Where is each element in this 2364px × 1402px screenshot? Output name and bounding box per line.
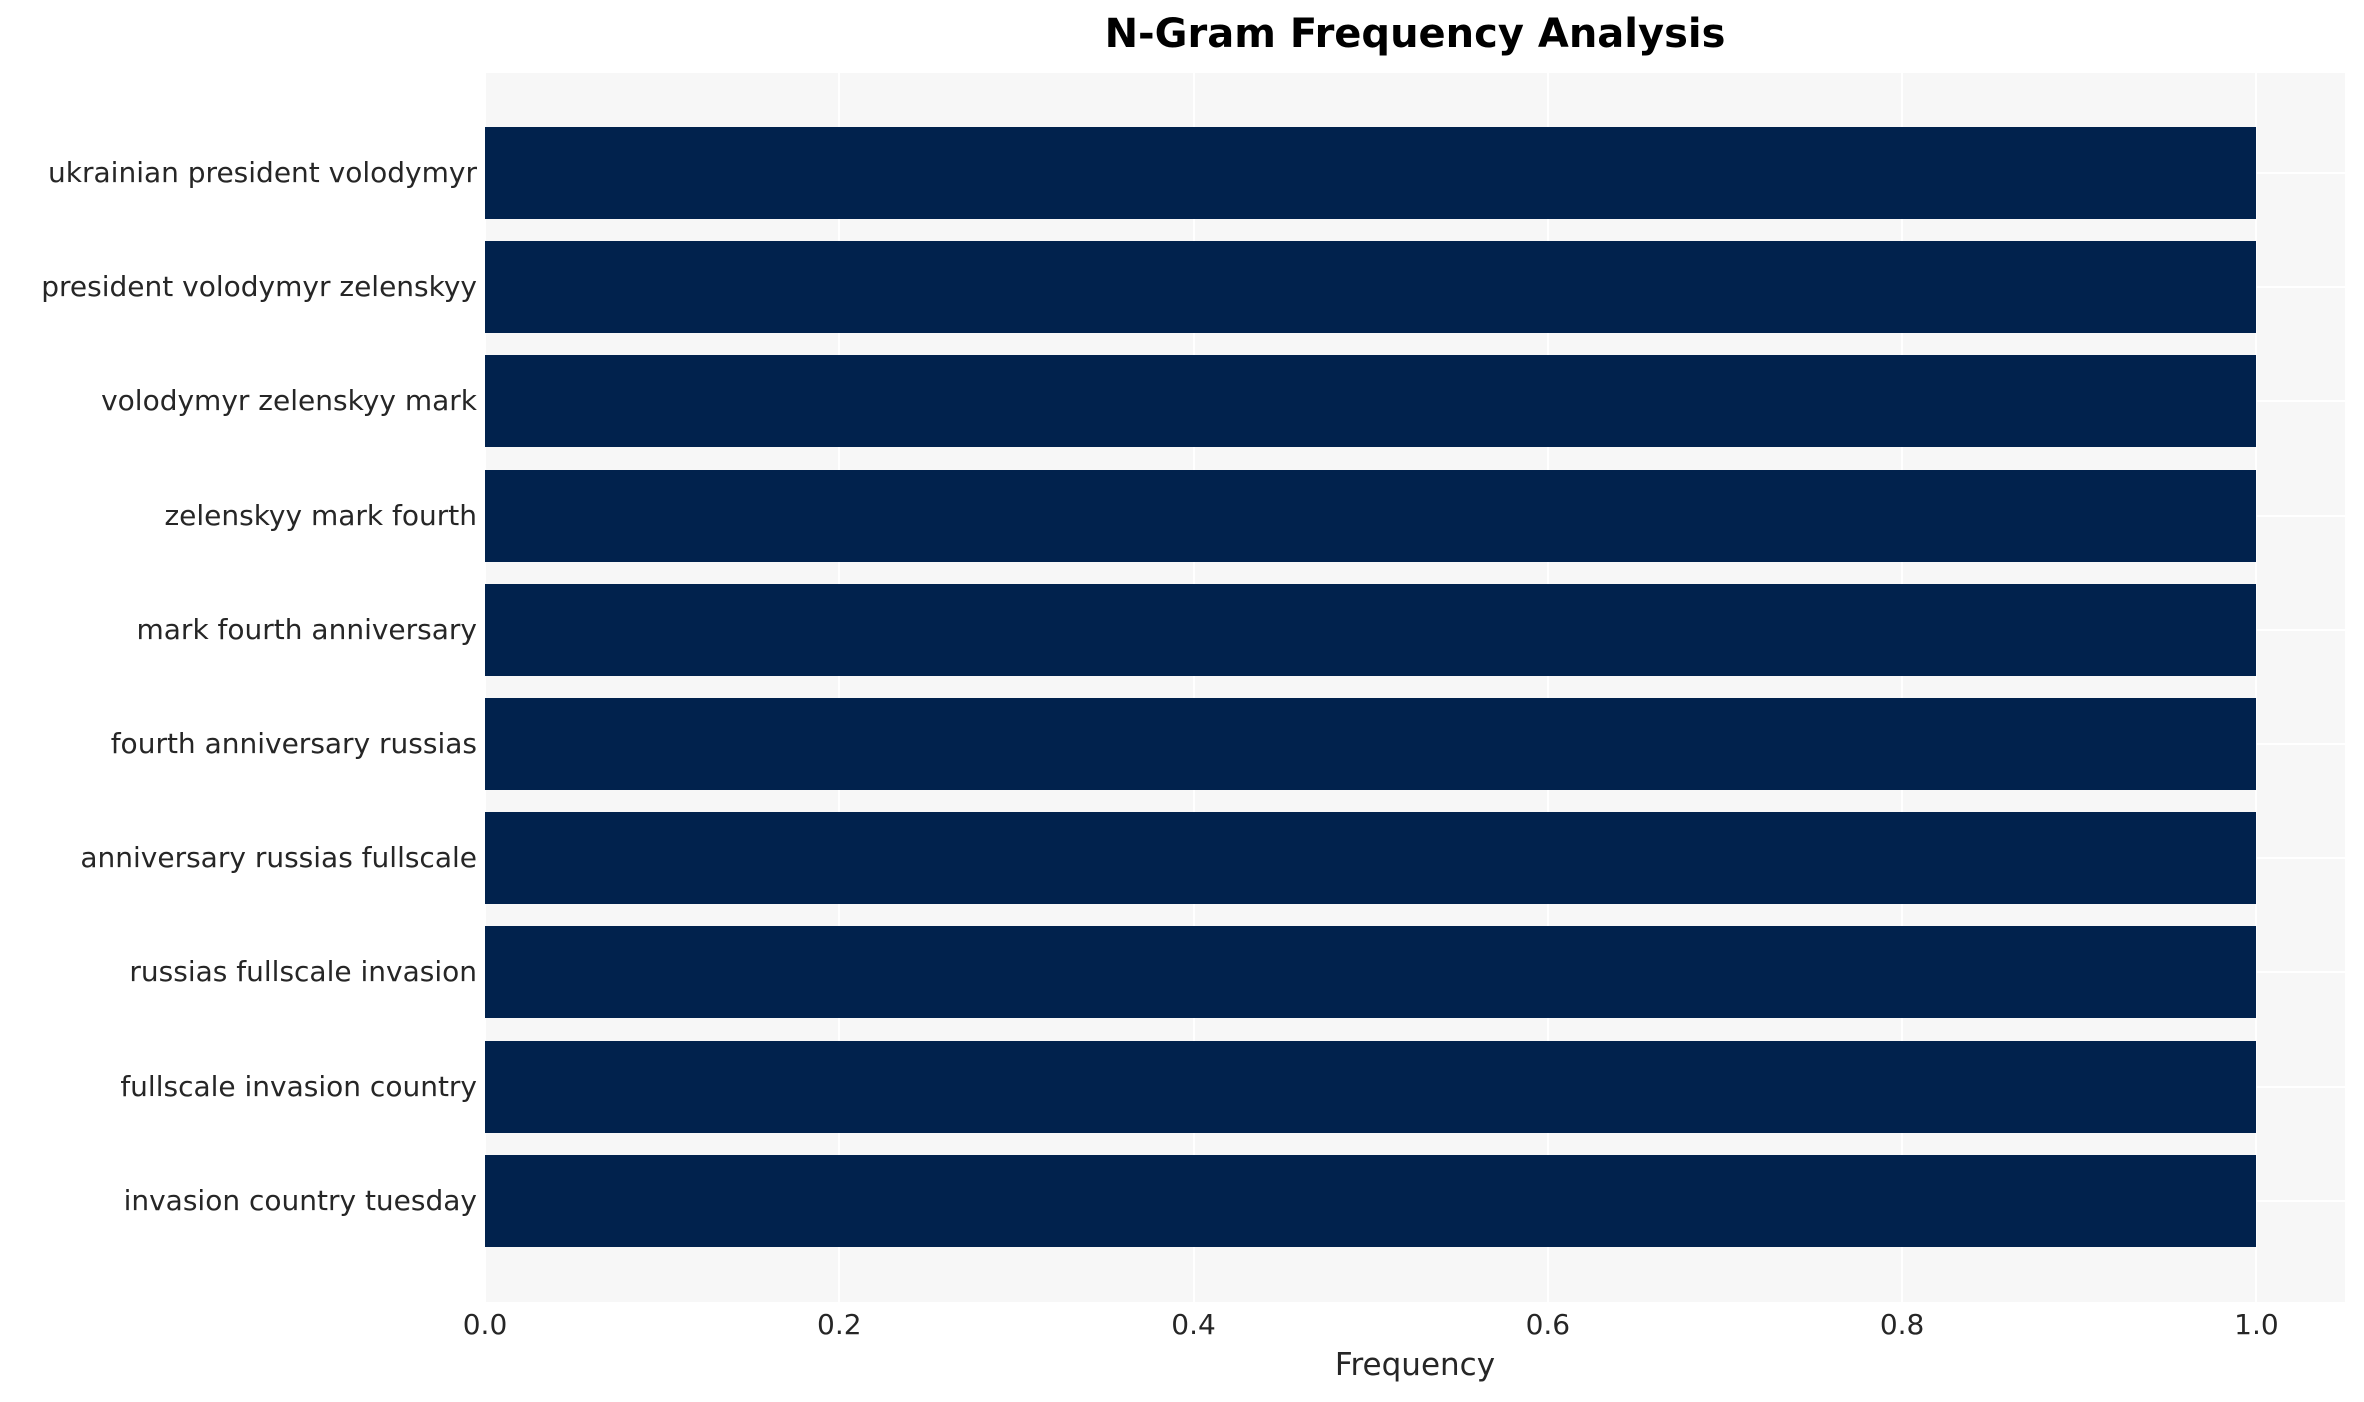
bar-president-volodymyr-zelenskyy <box>485 241 2257 334</box>
y-tick-label: volodymyr zelenskyy mark <box>101 384 477 418</box>
x-tick-label: 0.2 <box>817 1308 862 1341</box>
y-tick-label: ukrainian president volodymyr <box>48 156 477 189</box>
vertical-gridline <box>1901 73 1904 1302</box>
y-tick-label: russias fullscale invasion <box>129 955 477 989</box>
bar-fourth-anniversary-russias <box>485 698 2257 790</box>
vertical-gridline <box>1546 73 1549 1302</box>
vertical-gridline <box>485 73 486 1302</box>
vertical-gridline <box>838 73 841 1302</box>
y-tick-label: invasion country tuesday <box>123 1183 477 1217</box>
vertical-gridline <box>2255 73 2258 1302</box>
bar-russias-fullscale-invasion <box>485 926 2257 1019</box>
vertical-gridline <box>1192 73 1195 1302</box>
bar-anniversary-russias-fullscale <box>485 812 2257 905</box>
bar-fullscale-invasion-country <box>485 1040 2257 1133</box>
y-tick-label: mark fourth anniversary <box>136 612 478 646</box>
x-axis-label: Frequency <box>1334 1347 1496 1383</box>
bar-invasion-country-tuesday <box>485 1154 2257 1247</box>
bar-zelenskyy-mark-fourth <box>485 469 2257 562</box>
y-tick-label: president volodymyr zelenskyy <box>41 270 477 304</box>
y-tick-label: anniversary russias fullscale <box>80 841 477 875</box>
bar-mark-fourth-anniversary <box>485 583 2257 676</box>
x-tick-label: 0.6 <box>1525 1308 1571 1341</box>
y-tick-label: zelenskyy mark fourth <box>164 498 477 532</box>
x-tick-label: 1.0 <box>2234 1308 2279 1341</box>
x-tick-label: 0.0 <box>462 1308 508 1341</box>
plot-area <box>485 73 2345 1302</box>
bar-ukrainian-president-volodymyr <box>485 127 2257 219</box>
x-tick-label: 0.4 <box>1171 1308 1216 1341</box>
y-tick-label: fullscale invasion country <box>120 1069 477 1103</box>
chart-title: N-Gram Frequency Analysis <box>1104 11 1726 57</box>
bar-volodymyr-zelenskyy-mark <box>485 355 2257 448</box>
x-tick-label: 0.8 <box>1879 1308 1925 1341</box>
y-tick-label: fourth anniversary russias <box>110 727 477 760</box>
